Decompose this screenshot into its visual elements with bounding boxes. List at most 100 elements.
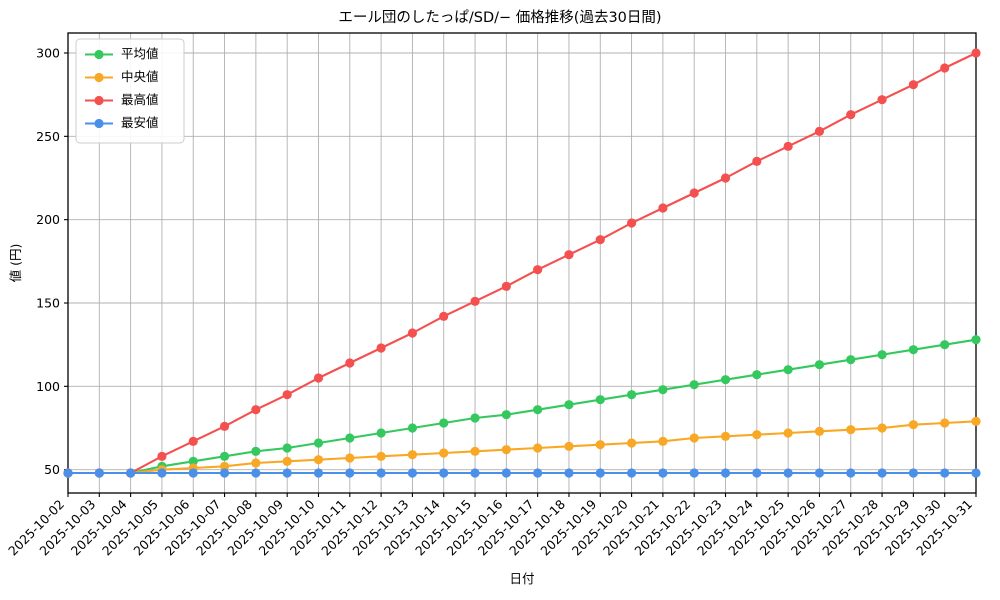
data-point	[533, 405, 543, 415]
data-point	[940, 418, 950, 428]
data-point	[658, 385, 668, 395]
data-point	[501, 445, 511, 455]
data-point	[282, 390, 292, 400]
data-point	[752, 430, 762, 440]
data-point	[752, 468, 762, 478]
data-point	[313, 373, 324, 383]
legend-swatch-marker	[94, 95, 104, 106]
legend-label[interactable]: 最高値	[121, 92, 159, 107]
data-point	[126, 468, 136, 478]
legend-background	[75, 38, 185, 144]
plot-frame	[67, 32, 977, 494]
data-point	[313, 468, 324, 478]
data-point	[157, 468, 167, 478]
data-point	[470, 296, 480, 306]
data-point	[908, 345, 918, 355]
data-point	[282, 456, 292, 466]
data-point	[814, 426, 825, 436]
data-point	[188, 468, 198, 478]
data-point	[470, 468, 480, 478]
data-point	[251, 446, 261, 456]
data-point	[219, 461, 230, 471]
y-tick-label: 200	[36, 212, 60, 227]
data-point	[689, 380, 699, 390]
data-point	[940, 468, 950, 478]
chart-title: エール団のしたっぱ/SD/− 価格推移(過去30日間)	[338, 9, 661, 26]
data-point	[595, 440, 605, 450]
data-point	[219, 468, 230, 478]
plot-area-border	[67, 32, 977, 494]
data-point	[376, 451, 386, 461]
data-point	[345, 433, 355, 443]
data-point	[658, 436, 668, 446]
data-point	[908, 468, 918, 478]
y-tick-label: 50	[44, 462, 60, 477]
data-point	[564, 441, 574, 451]
data-point	[689, 433, 699, 443]
data-point	[219, 421, 230, 431]
data-point	[783, 365, 793, 375]
data-point	[814, 126, 825, 136]
data-point	[971, 335, 981, 345]
data-point	[439, 448, 449, 458]
data-point	[533, 468, 543, 478]
data-point	[251, 405, 261, 415]
y-axis-title: 値 (円)	[8, 244, 23, 283]
data-point	[439, 311, 449, 321]
data-point	[470, 446, 480, 456]
data-point	[157, 451, 167, 461]
data-point	[376, 428, 386, 438]
data-point	[908, 420, 918, 430]
data-point	[282, 443, 292, 453]
data-point	[720, 173, 731, 183]
series-4	[63, 468, 981, 478]
legend-label[interactable]: 中央値	[121, 69, 159, 84]
data-point	[188, 436, 198, 446]
data-point	[877, 95, 887, 105]
data-point	[501, 468, 511, 478]
data-point	[219, 451, 230, 461]
data-point	[439, 418, 449, 428]
data-point	[313, 438, 324, 448]
data-point	[908, 80, 918, 90]
data-point	[971, 468, 981, 478]
legend-swatch-marker	[94, 118, 104, 129]
data-point	[814, 360, 825, 370]
legend-label[interactable]: 平均値	[121, 46, 159, 61]
data-point	[720, 375, 731, 385]
data-point	[345, 453, 355, 463]
data-point	[251, 458, 261, 468]
data-point	[626, 218, 637, 228]
data-point	[501, 410, 511, 420]
data-point	[720, 431, 731, 441]
y-tick-label: 150	[36, 296, 60, 311]
data-point	[626, 390, 637, 400]
data-point	[564, 400, 574, 410]
data-point	[533, 265, 543, 275]
data-point	[971, 48, 981, 58]
data-point	[188, 456, 198, 466]
data-point	[595, 395, 605, 405]
data-point	[439, 468, 449, 478]
data-point	[689, 188, 699, 198]
series-line	[66, 51, 978, 475]
data-point	[407, 328, 418, 338]
data-point	[720, 468, 731, 478]
data-point	[63, 468, 73, 478]
data-point	[877, 423, 887, 433]
series-line	[66, 338, 978, 475]
data-point	[501, 281, 511, 291]
data-point	[376, 468, 386, 478]
data-point	[846, 355, 856, 365]
data-point	[407, 450, 418, 460]
data-point	[595, 235, 605, 245]
data-point	[846, 468, 856, 478]
legend-label[interactable]: 最安値	[121, 115, 159, 130]
legend-swatch-marker	[94, 72, 104, 83]
data-point	[971, 416, 981, 426]
data-point	[533, 443, 543, 453]
data-point	[313, 455, 324, 465]
data-point	[345, 358, 355, 368]
